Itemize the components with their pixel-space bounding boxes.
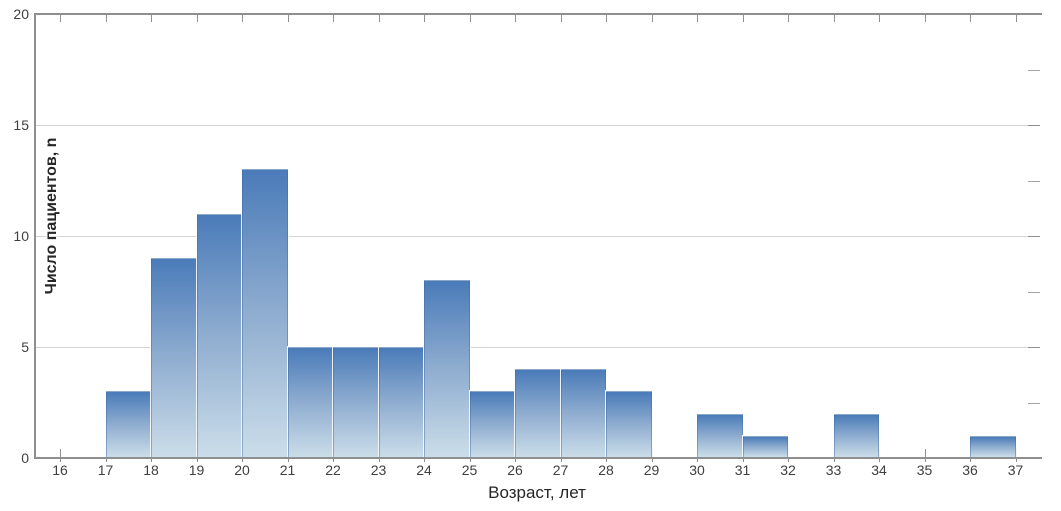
x-tick-label-32: 32 (780, 462, 796, 478)
x-tick-label-35: 35 (916, 462, 933, 478)
top-tick-22 (333, 14, 334, 22)
top-tick-34 (879, 14, 880, 22)
x-tick-label-20: 20 (234, 462, 250, 478)
x-tick-label-24: 24 (416, 462, 432, 478)
y-tick-label-5: 5 (21, 339, 29, 355)
gridline-y-5 (35, 347, 1040, 348)
x-tick-label-37: 37 (1007, 462, 1024, 478)
top-tick-19 (196, 14, 198, 22)
bottom-tick-32 (788, 449, 789, 462)
gridline-y-15 (35, 125, 1040, 126)
top-tick-35 (924, 14, 926, 22)
right-major-tick-15 (1028, 125, 1040, 126)
top-tick-18 (151, 14, 152, 22)
bar-18-19 (151, 258, 197, 458)
top-tick-30 (697, 14, 698, 22)
bar-30-31 (697, 413, 743, 458)
y-axis-title: Число пациентов, n (43, 137, 60, 295)
x-tick-label-21: 21 (279, 462, 296, 478)
bar-25-26 (469, 391, 515, 458)
right-minor-tick-17.5 (1028, 69, 1040, 71)
x-tick-label-16: 16 (52, 462, 68, 478)
top-tick-24 (424, 14, 425, 22)
gridline-y-10 (35, 236, 1040, 237)
right-major-tick-5 (1028, 347, 1040, 348)
top-tick-28 (606, 14, 607, 22)
top-tick-26 (515, 14, 516, 22)
bar-17-18 (105, 391, 151, 458)
bar-36-37 (970, 435, 1016, 458)
x-tick-label-19: 19 (188, 462, 205, 478)
x-tick-label-29: 29 (643, 462, 660, 478)
y-tick-label-0: 0 (21, 450, 29, 466)
bar-33-34 (833, 413, 879, 458)
y-tick-label-10: 10 (13, 228, 29, 244)
y-axis-line (34, 13, 36, 459)
y-tick-label-15: 15 (13, 117, 29, 133)
bottom-tick-29 (651, 449, 653, 462)
x-tick-label-25: 25 (461, 462, 478, 478)
x-tick-label-28: 28 (598, 462, 614, 478)
bar-27-28 (560, 369, 606, 458)
top-tick-16 (60, 14, 61, 22)
top-tick-27 (560, 14, 562, 22)
x-tick-label-18: 18 (143, 462, 159, 478)
top-tick-37 (1015, 14, 1017, 22)
bar-31-32 (742, 435, 788, 458)
right-minor-tick-2.5 (1028, 402, 1040, 404)
x-tick-label-22: 22 (325, 462, 341, 478)
top-tick-21 (287, 14, 289, 22)
bottom-tick-16 (60, 449, 61, 462)
top-tick-25 (469, 14, 471, 22)
bar-24-25 (424, 280, 470, 458)
x-tick-label-33: 33 (825, 462, 842, 478)
x-tick-label-26: 26 (507, 462, 523, 478)
right-major-tick-10 (1028, 236, 1040, 237)
x-tick-label-17: 17 (97, 462, 114, 478)
x-tick-label-23: 23 (370, 462, 387, 478)
bar-22-23 (333, 347, 379, 458)
x-tick-label-34: 34 (871, 462, 887, 478)
top-tick-36 (970, 14, 971, 22)
bottom-tick-35 (924, 449, 926, 462)
bottom-tick-37 (1015, 449, 1017, 462)
x-tick-label-36: 36 (962, 462, 978, 478)
top-tick-29 (651, 14, 653, 22)
top-tick-32 (788, 14, 789, 22)
x-axis-title: Возраст, лет (488, 483, 586, 502)
x-axis-line (34, 457, 1042, 459)
x-tick-label-27: 27 (552, 462, 569, 478)
bar-19-20 (196, 213, 242, 458)
top-tick-17 (105, 14, 107, 22)
x-tick-label-31: 31 (734, 462, 751, 478)
x-tick-label-30: 30 (689, 462, 705, 478)
top-axis-line (34, 13, 1042, 15)
bar-26-27 (515, 369, 561, 458)
top-tick-31 (742, 14, 744, 22)
right-minor-tick-7.5 (1028, 291, 1040, 293)
top-tick-23 (378, 14, 380, 22)
bottom-tick-34 (879, 449, 880, 462)
bar-28-29 (606, 391, 652, 458)
top-tick-33 (833, 14, 835, 22)
bar-20-21 (242, 169, 288, 458)
bar-21-22 (287, 347, 333, 458)
right-minor-tick-12.5 (1028, 180, 1040, 182)
top-tick-20 (242, 14, 243, 22)
y-tick-label-20: 20 (13, 6, 29, 22)
bar-23-24 (378, 347, 424, 458)
